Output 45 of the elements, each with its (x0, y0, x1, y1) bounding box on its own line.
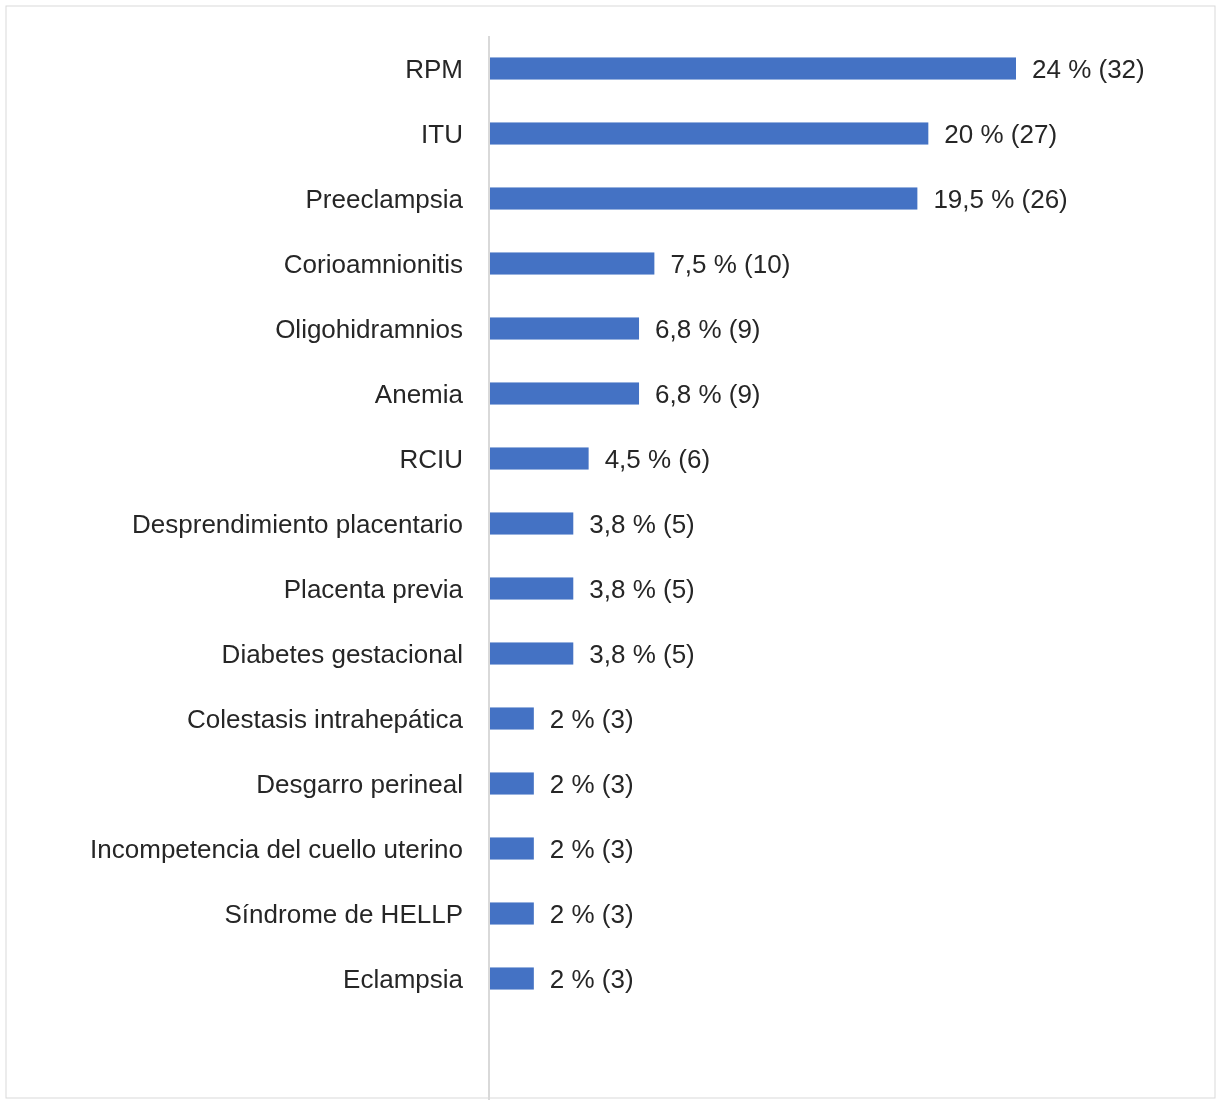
y-tick-label: Corioamnionitis (283, 248, 463, 279)
data-label: 2 % (3) (549, 703, 634, 734)
bar (490, 577, 574, 600)
y-tick-label: RPM (405, 53, 463, 84)
data-label: 2 % (3) (549, 898, 634, 929)
y-tick-label: Oligohidramnios (275, 313, 463, 344)
bar (490, 187, 918, 210)
data-label: 2 % (3) (549, 768, 634, 799)
y-tick-label: Colestasis intrahepática (186, 703, 464, 734)
y-tick-label: Incompetencia del cuello uterino (90, 833, 463, 864)
y-tick-label: Preeclampsia (305, 183, 464, 214)
y-tick-label: Placenta previa (283, 573, 464, 604)
data-label: 6,8 % (9) (655, 313, 761, 344)
data-label: 20 % (27) (944, 118, 1058, 149)
data-label: 2 % (3) (549, 833, 634, 864)
bar (490, 512, 574, 535)
y-tick-label: ITU (421, 118, 463, 149)
y-tick-label: RCIU (399, 443, 463, 474)
bar (490, 707, 534, 730)
bar (490, 902, 534, 925)
y-tick-label: Eclampsia (343, 963, 464, 994)
data-label: 6,8 % (9) (655, 378, 761, 409)
y-tick-label: Síndrome de HELLP (224, 898, 463, 929)
y-tick-label: Desgarro perineal (256, 768, 463, 799)
data-label: 3,8 % (5) (589, 508, 695, 539)
data-label: 7,5 % (10) (670, 248, 791, 279)
y-tick-label: Anemia (374, 378, 464, 409)
data-label: 24 % (32) (1032, 53, 1145, 84)
bar (490, 447, 589, 470)
data-label: 2 % (3) (549, 963, 634, 994)
bar (490, 317, 640, 340)
data-label: 3,8 % (5) (589, 573, 695, 604)
bar (490, 837, 534, 860)
data-label: 4,5 % (6) (604, 443, 711, 474)
y-tick-label: Diabetes gestacional (221, 638, 463, 669)
bar (490, 252, 655, 275)
data-label: 3,8 % (5) (589, 638, 695, 669)
bar (490, 772, 534, 795)
y-tick-label: Desprendimiento placentario (132, 508, 463, 539)
data-label: 19,5 % (26) (933, 183, 1068, 214)
bar (490, 642, 574, 665)
bar (490, 382, 640, 405)
bar (490, 122, 929, 145)
bar (490, 57, 1016, 80)
bar (490, 967, 534, 990)
